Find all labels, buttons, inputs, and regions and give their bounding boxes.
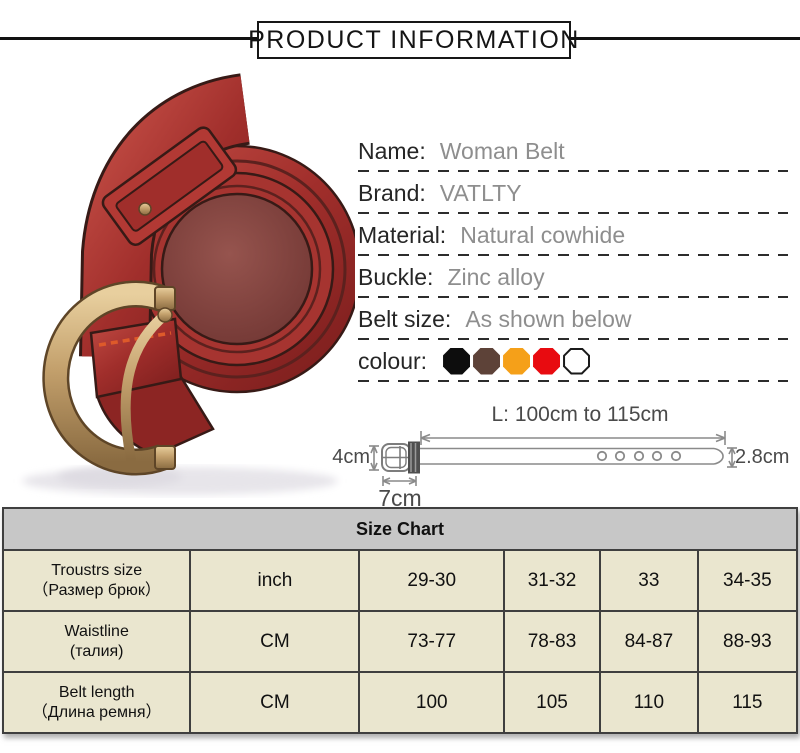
buckle-value: Zinc alloy	[447, 263, 545, 290]
value-cell: 115	[696, 671, 799, 734]
value-cell: 88-93	[696, 610, 799, 673]
belt-strap	[79, 73, 252, 358]
brand-value: VATLTY	[439, 179, 522, 206]
value-cell: 31-32	[502, 549, 602, 612]
dashed-divider	[358, 380, 788, 382]
strap-width-label: 2.8cm	[735, 446, 790, 468]
detail-row-belt-size: Belt size: As shown below	[358, 298, 792, 340]
value-cell: 34-35	[696, 549, 799, 612]
product-photo-red-belt	[22, 73, 355, 495]
colour-swatches	[443, 347, 591, 375]
dashed-divider	[358, 338, 788, 340]
dashed-divider	[358, 170, 788, 172]
value-cell: 73-77	[358, 610, 505, 673]
row-label: Waistline (талия)	[1, 610, 192, 673]
belt-holes	[596, 450, 682, 462]
value-cell: 78-83	[502, 610, 602, 673]
unit-cell: CM	[189, 671, 361, 734]
row-label: Belt length （Длина ремня）	[1, 671, 192, 734]
gold-buckle	[42, 280, 176, 476]
buckle-label: Buckle:	[358, 263, 434, 290]
unit-cell: CM	[189, 610, 361, 673]
colour-label: colour:	[358, 347, 428, 374]
material-label: Material:	[358, 221, 447, 248]
rivet	[138, 202, 152, 216]
buckle-prong	[120, 307, 173, 464]
size-chart-table: Size Chart Troustrs size （Размер брюк） i…	[1, 507, 799, 734]
product-details: Name: Woman Belt Brand: VATLTY Material:…	[358, 130, 792, 382]
size-chart-header-row: Size Chart	[2, 507, 798, 551]
value-cell: 110	[599, 671, 699, 734]
table-row-trousers-size: Troustrs size （Размер брюк） inch 29-30 3…	[1, 549, 799, 612]
diagram-drawing	[369, 431, 737, 486]
detail-row-buckle: Buckle: Zinc alloy	[358, 256, 792, 298]
belt-measurement-diagram: L: 100cm to 115cm 4cm 7cm 2.8cm	[330, 400, 800, 511]
dashed-divider	[358, 296, 788, 298]
detail-row-colour: colour:	[358, 340, 792, 382]
table-row-belt-length: Belt length （Длина ремня） CM 100 105 110…	[1, 671, 799, 734]
detail-row-material: Material: Natural cowhide	[358, 214, 792, 256]
value-cell: 33	[599, 549, 699, 612]
unit-cell: inch	[189, 549, 361, 612]
dashed-divider	[358, 254, 788, 256]
buckle-length-label: 7cm	[378, 485, 422, 511]
diagram-keeper	[408, 441, 420, 474]
name-value: Woman Belt	[439, 137, 565, 164]
color-swatch-orange	[503, 347, 531, 375]
color-swatch-red	[533, 347, 561, 375]
color-swatch-black	[443, 347, 471, 375]
brand-label: Brand:	[358, 179, 426, 206]
name-label: Name:	[358, 137, 426, 164]
value-cell: 84-87	[599, 610, 699, 673]
buckle-height-label: 4cm	[332, 446, 370, 468]
detail-row-brand: Brand: VATLTY	[358, 172, 792, 214]
belt-length-label: L: 100cm to 115cm	[491, 403, 669, 426]
dashed-divider	[358, 212, 788, 214]
value-cell: 29-30	[358, 549, 505, 612]
size-chart-title: Size Chart	[2, 507, 798, 551]
belt-size-label: Belt size:	[358, 305, 452, 332]
color-swatch-white	[563, 347, 591, 375]
detail-row-name: Name: Woman Belt	[358, 130, 792, 172]
value-cell: 105	[502, 671, 602, 734]
table-row-waistline: Waistline (талия) CM 73-77 78-83 84-87 8…	[1, 610, 799, 673]
belt-size-value: As shown below	[465, 305, 632, 332]
row-label: Troustrs size （Размер брюк）	[1, 549, 192, 612]
value-cell: 100	[358, 671, 505, 734]
material-value: Natural cowhide	[460, 221, 626, 248]
page-title: PRODUCT INFORMATION	[248, 21, 578, 59]
color-swatch-brown	[473, 347, 501, 375]
